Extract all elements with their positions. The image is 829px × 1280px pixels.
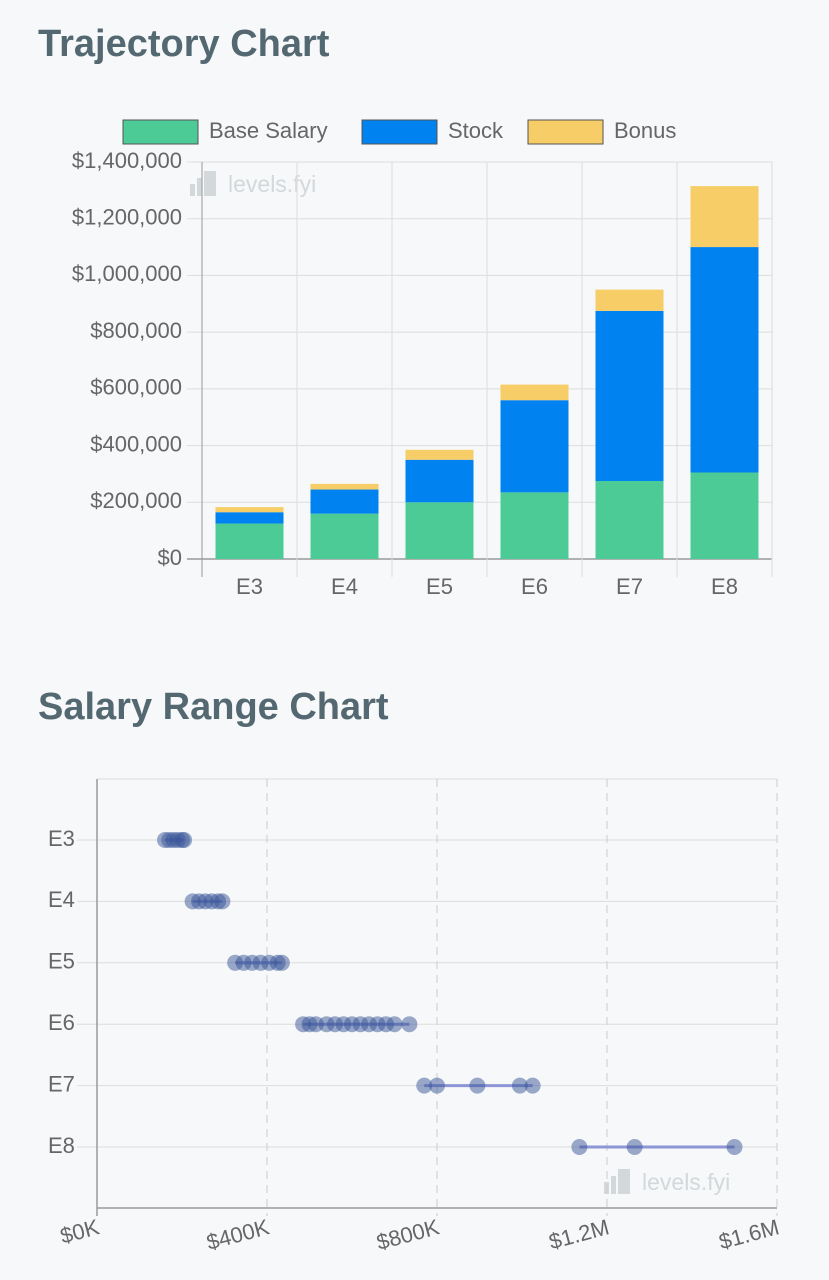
salary-point: [726, 1139, 743, 1155]
x-tick-label: $400K: [204, 1214, 272, 1255]
bar-segment: [500, 400, 569, 493]
bar-segment: [595, 289, 664, 311]
x-tick-label: E5: [426, 574, 453, 599]
y-tick-label: $1,000,000: [72, 261, 182, 286]
salary-point: [626, 1139, 643, 1155]
x-tick-label: $1.6M: [716, 1214, 782, 1254]
legend-label: Base Salary: [209, 118, 328, 143]
bar-segment: [405, 449, 474, 460]
y-tick-label: $1,200,000: [72, 205, 182, 230]
y-tick-label: E6: [48, 1010, 75, 1035]
salary-point: [401, 1016, 418, 1033]
y-tick-label: $800,000: [90, 318, 182, 343]
y-tick-label: $400,000: [90, 431, 182, 456]
y-tick-label: $600,000: [90, 375, 182, 400]
watermark: levels.fyi: [642, 1169, 730, 1195]
bar-segment: [215, 523, 284, 559]
salary-point: [511, 1077, 528, 1094]
bar-segment: [405, 459, 474, 503]
x-tick-label: E6: [521, 574, 548, 599]
legend-label: Bonus: [614, 118, 676, 143]
x-tick-label: $800K: [374, 1214, 442, 1255]
y-tick-label: $200,000: [90, 488, 182, 513]
x-tick-label: $1.2M: [546, 1214, 612, 1254]
salary-point: [386, 1016, 403, 1033]
bar-segment: [310, 489, 379, 514]
salary-point: [176, 832, 193, 848]
chart-title: Salary Range Chart: [38, 686, 389, 728]
salary-point: [416, 1077, 433, 1094]
legend-swatch: [527, 119, 604, 145]
x-tick-label: $0K: [58, 1214, 103, 1248]
salary-point: [273, 954, 290, 971]
watermark: levels.fyi: [228, 171, 316, 197]
x-tick-label: E7: [616, 574, 643, 599]
bar-segment: [215, 507, 284, 513]
salary-point: [214, 893, 231, 910]
bar-segment: [690, 472, 759, 559]
bar-segment: [215, 512, 284, 524]
x-tick-label: E8: [711, 574, 738, 599]
legend-swatch: [122, 119, 199, 145]
y-tick-label: E8: [48, 1133, 75, 1158]
bar-segment: [310, 513, 379, 559]
y-tick-label: $0: [158, 545, 182, 570]
salary-point: [571, 1139, 588, 1155]
legend-swatch: [361, 119, 438, 145]
salary-point: [469, 1077, 486, 1094]
bar-segment: [310, 483, 379, 490]
bar-segment: [500, 384, 569, 401]
salary-point: [524, 1077, 541, 1094]
y-tick-label: E5: [48, 949, 75, 974]
bar-segment: [690, 186, 759, 248]
y-tick-label: E3: [48, 826, 75, 851]
watermark-icon: [190, 171, 630, 1194]
bar-segment: [690, 247, 759, 473]
salary-point: [429, 1077, 445, 1094]
bar-segment: [405, 502, 474, 559]
bar-segment: [595, 310, 664, 482]
x-tick-label: E3: [236, 574, 263, 599]
legend-label: Stock: [448, 118, 504, 143]
bar-segment: [595, 481, 664, 559]
bar-segment: [500, 492, 569, 559]
y-tick-label: E4: [48, 887, 75, 912]
x-tick-label: E4: [331, 574, 358, 599]
y-tick-label: E7: [48, 1071, 75, 1096]
chart-title: Trajectory Chart: [38, 23, 330, 65]
y-tick-label: $1,400,000: [72, 148, 182, 173]
